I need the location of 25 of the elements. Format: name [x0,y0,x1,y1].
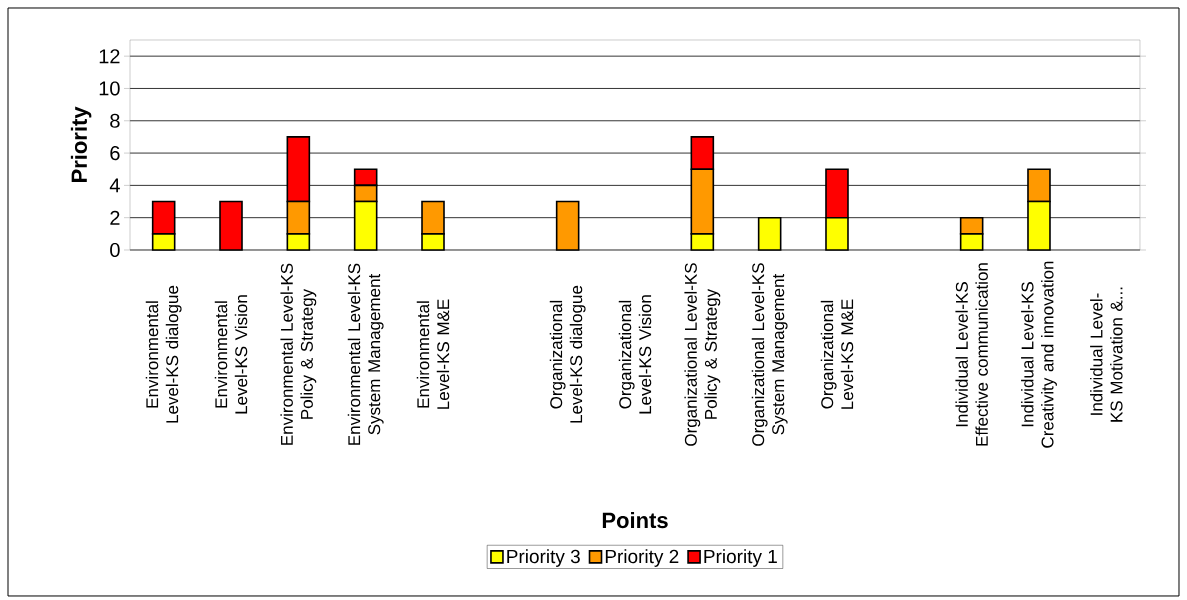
x-tick-label: Organizational Level-KS M&E [820,299,854,409]
legend-label: Priority 1 [704,549,777,567]
legend-label: Priority 3 [507,549,580,567]
x-axis-title: Points [602,511,668,529]
x-tick-label: Organizational Level-KS Vision [618,295,652,414]
x-tick-label: Organizational Level-KS System Management [751,263,788,446]
x-tick-label: Environmental Level-KS Vision [214,295,248,414]
x-tick-label: Individual Level-KS Creativity and innovation [1021,261,1057,448]
y-tick-label: 2 [110,210,120,225]
y-axis-title: Priority [70,106,92,183]
y-tick-label: 0 [110,242,120,258]
legend-label: Priority 2 [605,549,679,567]
x-tick-label: Individual Level-KS Motivation &... [1090,287,1123,422]
y-tick-label: 8 [110,113,120,128]
x-tick-label: Organizational Level-KS dialogue [549,285,586,423]
x-tick-label: Environmental Level-KS Policy & Strategy [280,263,317,445]
x-tick-label: Organizational Level-KS Policy & Strategy [684,263,721,446]
x-tick-label: Environmental Level-KS dialogue [145,285,182,423]
y-tick-label: 6 [110,146,120,161]
x-tick-label: Environmental Level-KS System Management [347,263,384,445]
x-tick-label: Individual Level-KS Effective communication [955,263,988,446]
y-tick-label: 10 [99,81,120,96]
x-tick-label: Environmental Level-KS M&E [416,299,450,409]
y-tick-label: 12 [99,49,120,64]
y-tick-label: 4 [109,178,120,193]
